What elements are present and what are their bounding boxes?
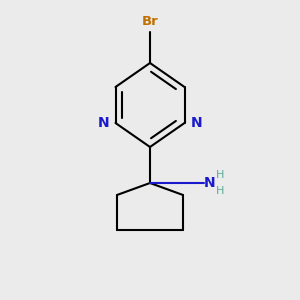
Text: H: H — [215, 186, 224, 197]
Text: N: N — [191, 116, 203, 130]
Text: N: N — [204, 176, 216, 190]
Text: H: H — [215, 169, 224, 180]
Text: Br: Br — [142, 15, 158, 28]
Text: N: N — [97, 116, 109, 130]
